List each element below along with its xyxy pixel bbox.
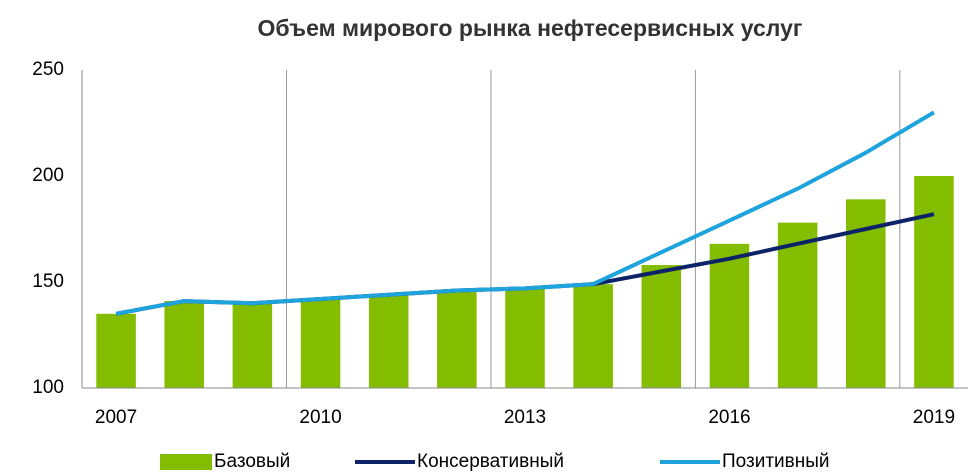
bar bbox=[709, 243, 750, 388]
bar bbox=[777, 222, 818, 388]
bar bbox=[368, 294, 409, 388]
x-tick-label: 2016 bbox=[708, 407, 750, 428]
line bbox=[115, 110, 935, 316]
bar bbox=[96, 313, 136, 388]
y-tick-label: 200 bbox=[32, 165, 64, 186]
legend-swatch bbox=[160, 454, 212, 470]
y-tick-label: 150 bbox=[32, 271, 64, 292]
chart-title: Объем мирового рынка нефтесервисных услу… bbox=[258, 15, 803, 41]
bar bbox=[437, 290, 477, 388]
bar bbox=[641, 265, 682, 388]
bar bbox=[505, 288, 545, 388]
bar bbox=[232, 303, 273, 388]
x-tick-label: 2010 bbox=[299, 407, 341, 428]
bar bbox=[914, 176, 954, 388]
x-tick-label: 2013 bbox=[504, 407, 546, 428]
legend-label: Базовый bbox=[214, 451, 290, 472]
bar bbox=[300, 298, 341, 388]
legend-label: Позитивный bbox=[722, 451, 830, 472]
x-tick-label: 2019 bbox=[913, 407, 955, 428]
bar bbox=[573, 284, 613, 388]
y-tick-label: 100 bbox=[32, 377, 64, 398]
y-tick-label: 250 bbox=[32, 59, 64, 80]
legend-label: Консервативный bbox=[417, 451, 564, 472]
bar bbox=[164, 301, 204, 388]
x-tick-label: 2007 bbox=[95, 407, 137, 428]
